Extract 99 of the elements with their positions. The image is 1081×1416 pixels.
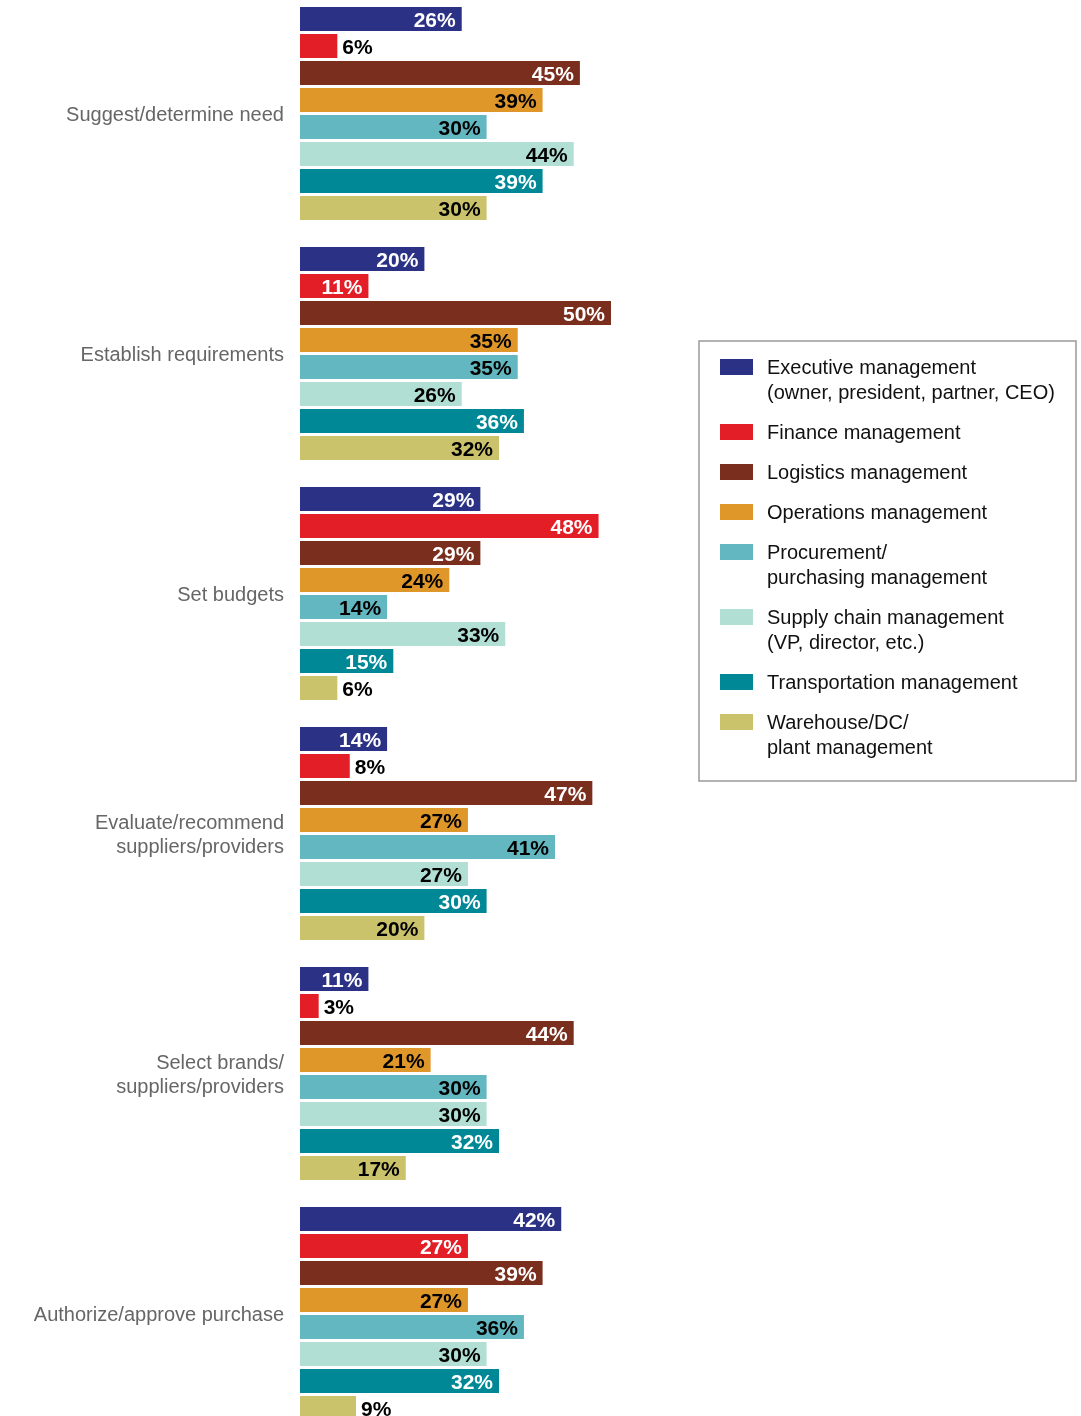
- data-label: 47%: [544, 782, 587, 805]
- bar: [300, 1234, 468, 1258]
- data-label: 20%: [376, 248, 419, 271]
- data-label: 44%: [525, 143, 569, 166]
- data-label: 15%: [345, 650, 388, 673]
- data-label: 39%: [494, 1262, 537, 1285]
- legend-label: Finance management: [767, 421, 961, 443]
- bar: [300, 1369, 500, 1393]
- legend-label: Warehouse/DC/ plant management: [767, 711, 934, 758]
- data-label: 30%: [438, 1103, 481, 1126]
- bar: [300, 835, 556, 859]
- data-label: 27%: [419, 863, 463, 886]
- data-label: 32%: [451, 437, 494, 460]
- bar: [300, 169, 543, 193]
- bar: [300, 781, 593, 805]
- legend-label: Operations management: [767, 501, 988, 523]
- data-label: 9%: [360, 1397, 392, 1416]
- bar: [300, 301, 611, 325]
- bar: [300, 88, 543, 112]
- data-label: 3%: [323, 995, 355, 1018]
- data-label: 33%: [457, 623, 500, 646]
- data-label: 6%: [342, 677, 373, 700]
- data-label: 30%: [438, 890, 481, 913]
- legend-label: Executive management (owner, president, partner, CEO): [767, 356, 1055, 403]
- bar: [300, 1075, 487, 1099]
- y-tick-label: Set budgets: [177, 582, 284, 605]
- data-label: 48%: [550, 515, 593, 538]
- bar: [300, 676, 338, 700]
- data-label: 45%: [531, 62, 575, 85]
- data-label: 11%: [321, 968, 363, 991]
- y-tick-label: Establish requirements: [80, 342, 284, 365]
- bar: [300, 409, 524, 433]
- data-label: 21%: [382, 1049, 425, 1072]
- bar: [300, 1315, 524, 1339]
- data-label: 27%: [419, 1235, 463, 1258]
- legend-label: Supply chain management (VP, director, etc.): [767, 606, 1005, 653]
- data-label: 41%: [506, 836, 550, 859]
- y-tick-label: Evaluate/recommend suppliers/providers: [95, 810, 284, 857]
- bar: [300, 142, 574, 166]
- bar: [300, 994, 319, 1018]
- bar: [300, 1261, 543, 1285]
- bar: [300, 382, 462, 406]
- bar: [300, 1342, 487, 1366]
- data-label: 39%: [494, 170, 537, 193]
- legend-label: Transportation management: [767, 671, 1018, 693]
- bar: [300, 808, 468, 832]
- bar: [300, 1129, 500, 1153]
- bar: [300, 1288, 468, 1312]
- bar: [300, 754, 350, 778]
- data-label: 17%: [357, 1157, 401, 1180]
- data-label: 14%: [339, 596, 382, 619]
- data-label: 27%: [419, 1289, 463, 1312]
- data-label: 30%: [438, 116, 481, 139]
- data-label: 36%: [475, 410, 519, 433]
- data-label: 24%: [401, 569, 444, 592]
- data-label: 32%: [451, 1130, 494, 1153]
- bar: [300, 622, 506, 646]
- data-label: 27%: [419, 809, 463, 832]
- data-label: 32%: [451, 1370, 494, 1393]
- bar: [300, 115, 487, 139]
- y-tick-label: Authorize/approve purchase: [33, 1302, 284, 1325]
- y-tick-label: Suggest/determine need: [66, 102, 284, 125]
- bar: [300, 889, 487, 913]
- data-label: 26%: [413, 8, 457, 31]
- data-label: 29%: [432, 488, 475, 511]
- legend-label: Logistics management: [767, 461, 968, 483]
- bar: [300, 61, 580, 85]
- bar: [300, 436, 500, 460]
- data-label: 35%: [469, 356, 513, 379]
- data-label: 6%: [342, 35, 373, 58]
- bar: [300, 355, 518, 379]
- data-label: 11%: [321, 275, 363, 298]
- data-label: 26%: [413, 383, 457, 406]
- bar: [300, 7, 462, 31]
- bar: [300, 328, 518, 352]
- bar: [300, 862, 468, 886]
- bar: [300, 514, 599, 538]
- data-label: 14%: [339, 728, 382, 751]
- data-label: 30%: [438, 197, 481, 220]
- data-label: 29%: [432, 542, 475, 565]
- legend-label: Procurement/ purchasing management: [767, 541, 988, 588]
- data-label: 30%: [438, 1076, 481, 1099]
- data-label: 8%: [354, 755, 386, 778]
- data-label: 36%: [475, 1316, 519, 1339]
- bar: [300, 487, 481, 511]
- bar: [300, 34, 338, 58]
- y-tick-label: Select brands/ suppliers/providers: [116, 1050, 285, 1097]
- data-label: 50%: [562, 302, 606, 325]
- bar: [300, 1102, 487, 1126]
- data-label: 42%: [513, 1208, 556, 1231]
- data-label: 20%: [376, 917, 419, 940]
- data-label: 30%: [438, 1343, 481, 1366]
- bar: [300, 196, 487, 220]
- data-label: 44%: [525, 1022, 569, 1045]
- data-label: 35%: [469, 329, 513, 352]
- bar: [300, 1021, 574, 1045]
- bar: [300, 1207, 562, 1231]
- data-label: 39%: [494, 89, 537, 112]
- bar: [300, 541, 481, 565]
